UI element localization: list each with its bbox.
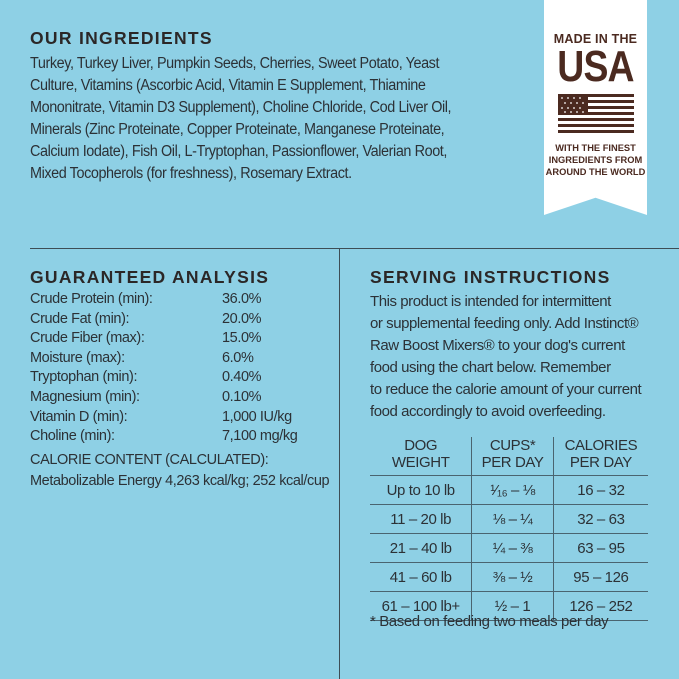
header-line: CUPS* — [489, 437, 536, 454]
analysis-label: Crude Fat (min): — [30, 310, 130, 327]
feeding-note: * Based on feeding two meals per day — [370, 613, 609, 630]
badge-line: INGREDIENTS FROM — [548, 155, 643, 165]
analysis-row: Choline (min): 7,100 mg/kg — [30, 428, 340, 448]
analysis-row: Crude Fiber (max): 15.0% — [30, 330, 340, 350]
badge-usa: USA — [557, 42, 634, 91]
analysis-row: Crude Protein (min): 36.0% — [30, 291, 340, 311]
analysis-value: 1,000 IU/kg — [222, 408, 292, 425]
ingredients-line: Calcium Iodate), Fish Oil, L-Tryptophan,… — [30, 143, 447, 160]
analysis-label: Choline (min): — [30, 428, 115, 445]
header-line: DOG — [404, 437, 438, 454]
analysis-value: 6.0% — [222, 349, 254, 366]
calorie-content: CALORIE CONTENT (CALCULATED): Metaboliza… — [30, 450, 330, 492]
table-cell: 32 – 63 — [553, 504, 648, 534]
table-cell: 16 – 32 — [553, 475, 648, 505]
table-cell: 41 – 60 lb — [370, 562, 472, 592]
table-cell: 11 – 20 lb — [370, 504, 472, 534]
analysis-row: Tryptophan (min): 0.40% — [30, 369, 340, 389]
table-cell: ¹⁄₁₆ – ⅛ — [471, 475, 554, 505]
header-line: WEIGHT — [391, 454, 450, 471]
serving-line: to reduce the calorie amount of your cur… — [370, 381, 642, 398]
table-cell: ⅜ – ½ — [471, 562, 554, 592]
analysis-value: 7,100 mg/kg — [222, 428, 298, 445]
analysis-row: Magnesium (min): 0.10% — [30, 389, 340, 409]
feeding-table: DOG WEIGHT CUPS* PER DAY CALORIES PER DAY Up t… — [370, 437, 648, 621]
table-cell: 126 – 252 — [553, 591, 648, 621]
header-line: PER DAY — [569, 454, 632, 471]
table-cell: 95 – 126 — [553, 562, 648, 592]
serving-line: food using the chart below. Remember — [370, 359, 611, 376]
badge-line: AROUND THE WORLD — [545, 167, 646, 177]
table-header: CUPS* PER DAY — [471, 437, 554, 476]
analysis-table: Crude Protein (min): 36.0% Crude Fat (min)… — [30, 291, 340, 448]
ingredients-heading: OUR INGREDIENTS — [30, 28, 213, 48]
header-line: CALORIES — [564, 437, 638, 454]
calorie-value: Metabolizable Energy 4,263 kcal/kg; 252 … — [30, 473, 330, 489]
table-cell: 61 – 100 lb+ — [370, 591, 472, 621]
analysis-value: 0.40% — [222, 369, 262, 386]
table-row: 21 – 40 lb ¼ – ⅜ 63 – 95 — [370, 533, 648, 563]
divider-horizontal — [30, 248, 679, 249]
serving-text: This product is intended for intermitten… — [370, 291, 670, 423]
table-header: CALORIES PER DAY — [553, 437, 648, 476]
analysis-row: Vitamin D (min): 1,000 IU/kg — [30, 409, 340, 429]
table-cell: 21 – 40 lb — [370, 533, 472, 563]
analysis-value: 0.10% — [222, 388, 262, 405]
analysis-label: Tryptophan (min): — [30, 369, 138, 386]
serving-heading: SERVING INSTRUCTIONS — [370, 267, 611, 287]
table-row: Up to 10 lb ¹⁄₁₆ – ⅛ 16 – 32 — [370, 475, 648, 505]
ingredients-list: Turkey, Turkey Liver, Pumpkin Seeds, Che… — [30, 53, 504, 185]
serving-line: or supplemental feeding only. Add Instin… — [370, 315, 639, 332]
analysis-label: Crude Protein (min): — [30, 291, 153, 307]
table-cell: ¼ – ⅜ — [471, 533, 554, 563]
serving-line: food accordingly to avoid overfeeding. — [370, 403, 606, 420]
analysis-label: Magnesium (min): — [30, 388, 140, 405]
ingredients-line: Culture, Vitamins (Ascorbic Acid, Vitami… — [30, 77, 426, 94]
table-cell: ½ – 1 — [471, 591, 554, 621]
table-row: 41 – 60 lb ⅜ – ½ 95 – 126 — [370, 562, 648, 592]
table-cell: 63 – 95 — [553, 533, 648, 563]
analysis-label: Moisture (max): — [30, 349, 125, 366]
serving-line: This product is intended for intermitten… — [370, 293, 611, 310]
table-cell: ⅛ – ¼ — [471, 504, 554, 534]
header-line: PER DAY — [481, 454, 544, 471]
analysis-value: 15.0% — [222, 330, 262, 347]
divider-vertical — [339, 248, 340, 679]
badge-line: WITH THE FINEST — [555, 143, 636, 153]
ingredients-line: Turkey, Turkey Liver, Pumpkin Seeds, Che… — [30, 55, 440, 72]
table-header: DOG WEIGHT — [370, 437, 472, 476]
analysis-label: Vitamin D (min): — [30, 408, 128, 425]
badge-line: MADE IN THE — [553, 32, 638, 46]
analysis-label: Crude Fiber (max): — [30, 330, 145, 347]
serving-line: Raw Boost Mixers® to your dog's current — [370, 337, 625, 354]
calorie-heading: CALORIE CONTENT (CALCULATED): — [30, 452, 269, 468]
ingredients-line: Mononitrate, Vitamin D3 Supplement), Cho… — [30, 99, 452, 116]
us-flag-icon — [557, 94, 634, 136]
made-in-usa-badge: MADE IN THE USA WITH THE FINEST INGREDIEN… — [544, 0, 647, 215]
analysis-row: Moisture (max): 6.0% — [30, 350, 340, 370]
table-row: 61 – 100 lb+ ½ – 1 126 – 252 — [370, 591, 648, 621]
analysis-heading: GUARANTEED ANALYSIS — [30, 267, 270, 287]
analysis-value: 36.0% — [222, 291, 262, 307]
ingredients-line: Mixed Tocopherols (for freshness), Rosem… — [30, 165, 352, 182]
table-row: 11 – 20 lb ⅛ – ¼ 32 – 63 — [370, 504, 648, 534]
ingredients-line: Minerals (Zinc Proteinate, Copper Protei… — [30, 121, 445, 138]
analysis-row: Crude Fat (min): 20.0% — [30, 311, 340, 331]
table-cell: Up to 10 lb — [370, 475, 472, 505]
analysis-value: 20.0% — [222, 310, 262, 327]
